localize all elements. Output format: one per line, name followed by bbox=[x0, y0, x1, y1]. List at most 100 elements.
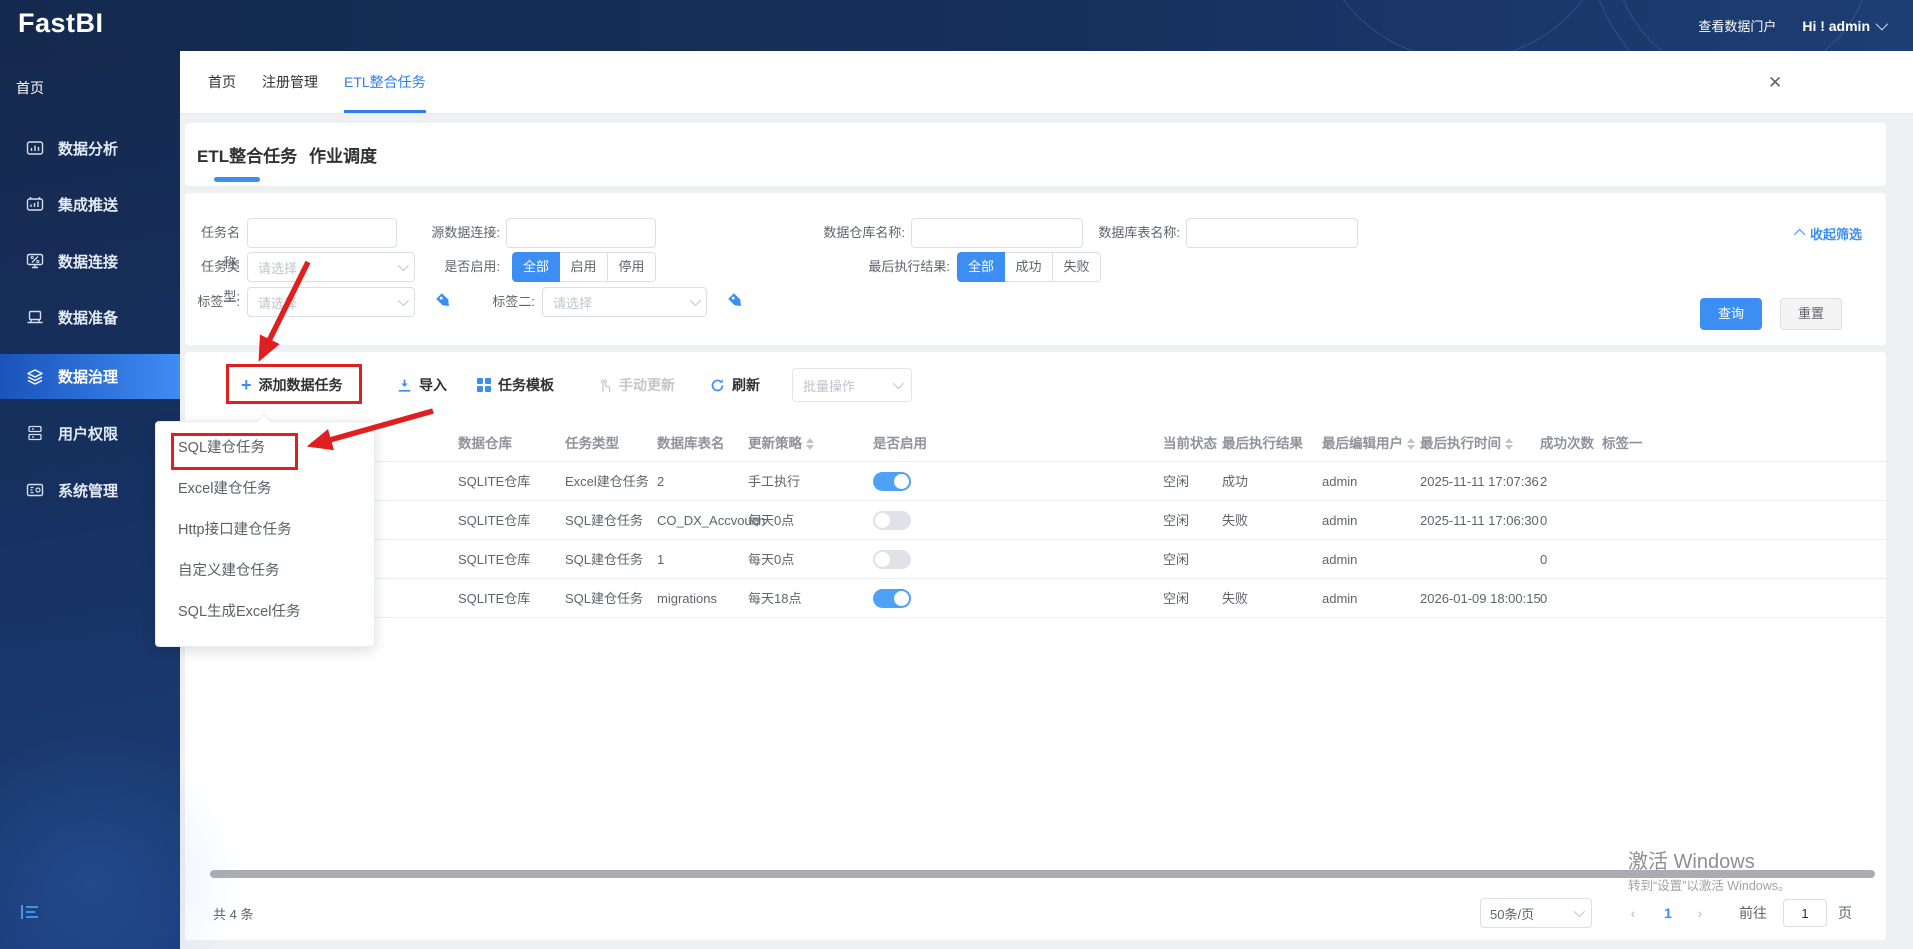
sort-icon[interactable] bbox=[806, 437, 814, 450]
goto-page-input[interactable] bbox=[1783, 899, 1827, 927]
enabled-option-on[interactable]: 启用 bbox=[560, 252, 609, 282]
col-enabled: 是否启用 bbox=[873, 436, 927, 451]
task-type-label: 任务类型: bbox=[200, 259, 240, 304]
cell-status: 空闲 bbox=[1163, 474, 1190, 489]
tab-home[interactable]: 首页 bbox=[208, 51, 236, 113]
download-icon bbox=[398, 379, 411, 392]
horizontal-scrollbar[interactable] bbox=[210, 870, 1875, 878]
cell-editor: admin bbox=[1322, 552, 1358, 567]
col-tag1: 标签一 bbox=[1602, 436, 1643, 451]
result-option-success[interactable]: 成功 bbox=[1005, 252, 1054, 282]
result-option-fail[interactable]: 失败 bbox=[1053, 252, 1102, 282]
menu-item-http-task[interactable]: Http接口建仓任务 bbox=[178, 522, 292, 538]
filter-panel: 任务名称: 源数据连接: 数据仓库名称: 数据库表名称: 收起筛选 任务类型: … bbox=[185, 193, 1886, 345]
warehouse-name-input[interactable] bbox=[911, 218, 1083, 248]
enable-toggle[interactable] bbox=[873, 511, 911, 530]
enabled-filter-group: 全部 启用 停用 bbox=[512, 252, 657, 282]
sidebar-item-data-governance[interactable]: 数据治理 bbox=[0, 354, 180, 399]
sidebar-item-label: 用户权限 bbox=[58, 425, 119, 443]
task-name-input[interactable] bbox=[247, 218, 397, 248]
refresh-button[interactable]: 刷新 bbox=[710, 365, 760, 405]
result-option-all[interactable]: 全部 bbox=[957, 252, 1006, 282]
table-card: + 添加数据任务 导入 任务模板 手动更新 刷新 批量操作 数据仓库 任务类型 … bbox=[185, 352, 1886, 940]
cell-exec-time: 2025-11-11 17:07:36 bbox=[1420, 474, 1539, 489]
close-icon[interactable]: ✕ bbox=[1768, 72, 1783, 92]
cell-result: 失败 bbox=[1222, 591, 1249, 606]
col-last-editor[interactable]: 最后编辑用户 bbox=[1322, 425, 1415, 462]
next-page-button[interactable]: › bbox=[1697, 905, 1703, 921]
last-result-filter-label: 最后执行结果: bbox=[868, 259, 950, 274]
section-tab-job-schedule[interactable]: 作业调度 bbox=[309, 123, 377, 186]
sidebar-item-home[interactable]: 首页 bbox=[16, 80, 44, 96]
enabled-option-all[interactable]: 全部 bbox=[512, 252, 561, 282]
prev-page-button[interactable]: ‹ bbox=[1630, 905, 1636, 921]
task-name-label: 任务名称: bbox=[200, 225, 240, 270]
menu-item-sql-task[interactable]: SQL建仓任务 bbox=[178, 440, 266, 456]
tag1-manage-icon[interactable] bbox=[433, 290, 455, 312]
sidebar-item-data-connection[interactable]: 数据连接 bbox=[0, 241, 180, 281]
batch-operation-label: 批量操作 bbox=[803, 378, 856, 394]
enabled-filter-label: 是否启用: bbox=[444, 259, 500, 274]
sidebar-item-integration-push[interactable]: 集成推送 bbox=[0, 184, 180, 224]
import-button[interactable]: 导入 bbox=[397, 365, 447, 405]
tag2-manage-icon[interactable] bbox=[725, 290, 747, 312]
collapse-filter-link[interactable]: 收起筛选 bbox=[1793, 218, 1862, 248]
user-menu[interactable]: Hi ! admin bbox=[1802, 18, 1889, 34]
col-update-strategy[interactable]: 更新策略 bbox=[748, 425, 814, 462]
table-name-label: 数据库表名称: bbox=[1098, 225, 1180, 240]
menu-item-excel-task[interactable]: Excel建仓任务 bbox=[178, 481, 272, 497]
page-size-select[interactable]: 50条/页 bbox=[1480, 898, 1592, 928]
current-page[interactable]: 1 bbox=[1664, 905, 1672, 921]
app-logo: FastBI bbox=[18, 8, 104, 38]
cell-task-type: SQL建仓任务 bbox=[565, 591, 644, 606]
section-tab-etl-tasks[interactable]: ETL整合任务 bbox=[197, 123, 297, 186]
sort-icon[interactable] bbox=[1505, 437, 1513, 450]
section-header-card: ETL整合任务 作业调度 bbox=[185, 123, 1886, 186]
batch-operation-select[interactable]: 批量操作 bbox=[792, 368, 912, 402]
select-placeholder: 请选择 bbox=[553, 295, 593, 311]
sidebar-item-system-management[interactable]: 系统管理 bbox=[0, 470, 180, 510]
task-template-button[interactable]: 任务模板 bbox=[477, 365, 554, 405]
chevron-up-icon bbox=[1793, 228, 1806, 241]
tab-label: ETL整合任务 bbox=[344, 74, 426, 90]
table-name-input[interactable] bbox=[1186, 218, 1358, 248]
system-gear-icon bbox=[26, 483, 44, 497]
reset-button[interactable]: 重置 bbox=[1780, 298, 1842, 330]
tag1-select[interactable]: 请选择 bbox=[247, 287, 415, 317]
cell-strategy: 手工执行 bbox=[748, 474, 801, 489]
cell-status: 空闲 bbox=[1163, 513, 1190, 528]
sidebar-item-data-analysis[interactable]: 数据分析 bbox=[0, 128, 180, 168]
sidebar-item-user-permission[interactable]: 用户权限 bbox=[0, 413, 180, 453]
sidebar-item-label: 数据治理 bbox=[58, 369, 119, 386]
task-type-select[interactable]: 请选择 bbox=[247, 252, 415, 282]
enable-toggle[interactable] bbox=[873, 589, 911, 608]
cell-status: 空闲 bbox=[1163, 552, 1190, 567]
tab-register-management[interactable]: 注册管理 bbox=[262, 51, 318, 113]
sidebar-collapse-button[interactable] bbox=[20, 903, 40, 924]
cell-task-type: SQL建仓任务 bbox=[565, 552, 644, 567]
cell-editor: admin bbox=[1322, 591, 1358, 606]
enable-toggle[interactable] bbox=[873, 472, 911, 491]
last-result-filter-group: 全部 成功 失败 bbox=[957, 252, 1102, 282]
sidebar-item-data-preparation[interactable]: 数据准备 bbox=[0, 297, 180, 337]
cell-status: 空闲 bbox=[1163, 591, 1190, 606]
enable-toggle[interactable] bbox=[873, 550, 911, 569]
manual-update-button[interactable]: 手动更新 bbox=[597, 365, 675, 405]
table-row: SQLITE仓库 SQL建仓任务 migrations 每天18点 空闲 失败 … bbox=[185, 579, 1886, 618]
add-data-task-button[interactable]: + 添加数据任务 bbox=[241, 365, 343, 405]
menu-item-sql-to-excel-task[interactable]: SQL生成Excel任务 bbox=[178, 604, 301, 620]
enabled-option-off[interactable]: 停用 bbox=[608, 252, 657, 282]
sort-icon[interactable] bbox=[1407, 437, 1415, 450]
add-task-dropdown: SQL建仓任务 Excel建仓任务 Http接口建仓任务 自定义建仓任务 SQL… bbox=[155, 413, 375, 647]
source-connection-input[interactable] bbox=[506, 218, 656, 248]
tag2-select[interactable]: 请选择 bbox=[542, 287, 707, 317]
col-last-exec-time[interactable]: 最后执行时间 bbox=[1420, 425, 1513, 462]
portal-link[interactable]: 查看数据门户 bbox=[1698, 19, 1777, 34]
add-data-task-label: 添加数据任务 bbox=[258, 377, 343, 393]
tab-etl-tasks[interactable]: ETL整合任务 bbox=[344, 51, 426, 113]
search-button[interactable]: 查询 bbox=[1700, 298, 1762, 330]
push-chart-icon bbox=[26, 197, 44, 211]
import-label: 导入 bbox=[419, 377, 447, 393]
menu-item-custom-task[interactable]: 自定义建仓任务 bbox=[178, 563, 280, 579]
